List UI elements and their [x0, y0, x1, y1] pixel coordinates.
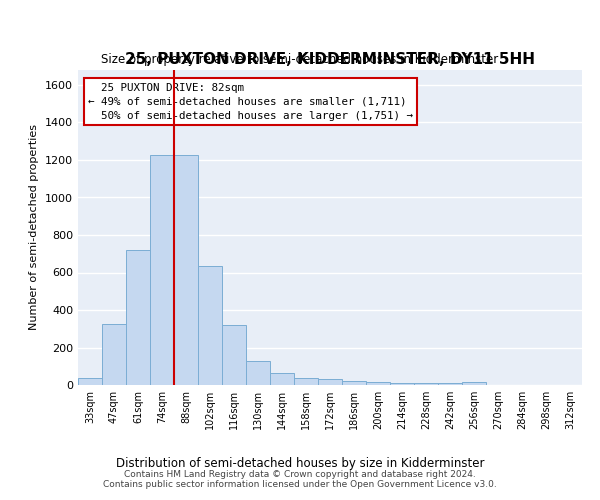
Bar	[414, 383, 438, 385]
Text: Contains HM Land Registry data © Crown copyright and database right 2024.
Contai: Contains HM Land Registry data © Crown c…	[103, 470, 497, 489]
Bar	[270, 374, 294, 385]
Bar	[126, 250, 150, 385]
Bar	[222, 325, 246, 385]
Bar	[462, 382, 486, 385]
Bar	[294, 378, 318, 385]
Bar	[438, 383, 462, 385]
Y-axis label: Number of semi-detached properties: Number of semi-detached properties	[29, 124, 40, 330]
Text: Size of property relative to semi-detached houses in Kidderminster: Size of property relative to semi-detach…	[101, 52, 499, 66]
Bar	[318, 380, 342, 385]
Bar	[102, 324, 126, 385]
Text: Distribution of semi-detached houses by size in Kidderminster: Distribution of semi-detached houses by …	[116, 458, 484, 470]
Title: 25, PUXTON DRIVE, KIDDERMINSTER, DY11 5HH: 25, PUXTON DRIVE, KIDDERMINSTER, DY11 5H…	[125, 52, 535, 68]
Bar	[246, 360, 270, 385]
Bar	[174, 156, 198, 385]
Text: 25 PUXTON DRIVE: 82sqm
← 49% of semi-detached houses are smaller (1,711)
  50% o: 25 PUXTON DRIVE: 82sqm ← 49% of semi-det…	[88, 82, 413, 120]
Bar	[390, 383, 414, 385]
Bar	[198, 266, 222, 385]
Bar	[342, 381, 366, 385]
Bar	[150, 156, 174, 385]
Bar	[366, 382, 390, 385]
Bar	[78, 378, 102, 385]
